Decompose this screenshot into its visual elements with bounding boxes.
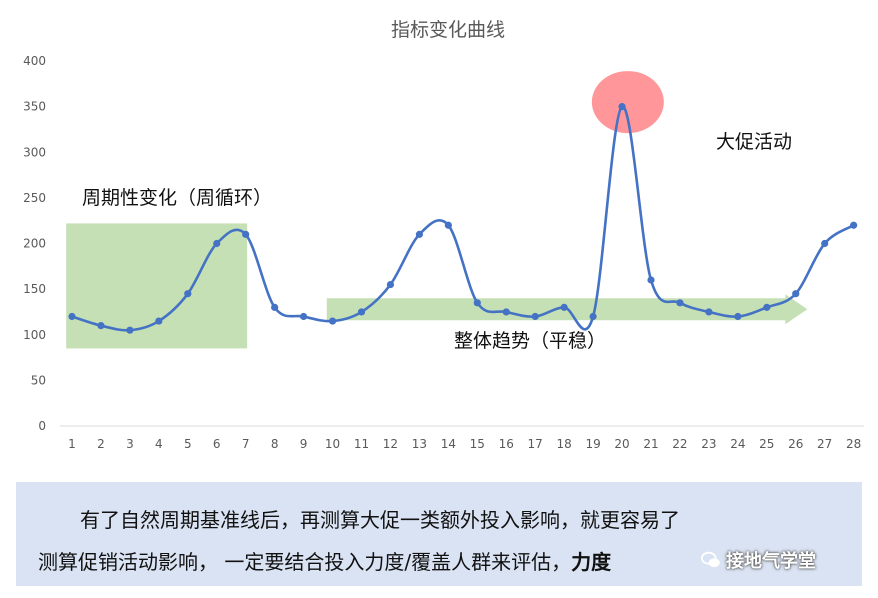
data-point xyxy=(155,317,163,325)
x-tick-label: 1 xyxy=(68,437,76,451)
data-point xyxy=(97,322,105,330)
wechat-icon xyxy=(700,551,720,568)
x-tick-label: 16 xyxy=(499,437,514,451)
x-tick-label: 27 xyxy=(817,437,832,451)
y-tick-label: 300 xyxy=(23,145,46,159)
y-tick-label: 400 xyxy=(23,54,46,68)
x-tick-label: 12 xyxy=(383,437,398,451)
data-point xyxy=(589,312,597,321)
x-tick-label: 7 xyxy=(242,437,250,451)
caption-line-2-text: 测算促销活动影响， 一定要结合投入力度/覆盖人群来评估， xyxy=(38,550,572,574)
x-tick-label: 19 xyxy=(585,437,600,451)
x-tick-label: 26 xyxy=(788,437,803,451)
x-tick-label: 2 xyxy=(97,437,105,451)
x-tick-label: 14 xyxy=(441,437,456,451)
data-point xyxy=(850,221,858,229)
data-point xyxy=(676,299,684,307)
x-tick-label: 9 xyxy=(300,437,308,451)
peak-highlight-circle xyxy=(591,71,664,134)
data-point xyxy=(68,312,76,321)
data-point xyxy=(473,299,481,307)
data-point xyxy=(126,326,134,334)
data-point xyxy=(242,230,250,238)
chart-title: 指标变化曲线 xyxy=(391,19,505,41)
data-point xyxy=(444,221,452,229)
x-tick-label: 3 xyxy=(126,437,134,451)
data-point xyxy=(357,308,366,316)
caption-box: 有了自然周期基准线后，再测算大促一类额外投入影响，就更容易了 测算促销活动影响，… xyxy=(16,482,862,586)
caption-line-1: 有了自然周期基准线后，再测算大促一类额外投入影响，就更容易了 xyxy=(80,508,680,532)
annotation-promo: 大促活动 xyxy=(716,131,792,153)
x-tick-label: 4 xyxy=(155,437,163,451)
data-point xyxy=(213,239,221,248)
x-tick-label: 8 xyxy=(271,437,279,451)
x-tick-label: 10 xyxy=(325,437,340,451)
x-tick-label: 23 xyxy=(701,437,716,451)
data-point xyxy=(502,308,510,316)
data-point xyxy=(328,317,337,325)
x-tick-label: 20 xyxy=(614,437,629,451)
data-point xyxy=(792,290,800,298)
x-tick-label: 25 xyxy=(759,437,774,451)
caption-line-2: 测算促销活动影响， 一定要结合投入力度/覆盖人群来评估，力度 xyxy=(38,546,611,575)
data-point xyxy=(415,230,423,238)
y-tick-label: 150 xyxy=(23,282,46,296)
y-tick-label: 200 xyxy=(23,237,46,251)
data-point xyxy=(763,303,771,311)
x-tick-label: 18 xyxy=(557,437,572,451)
y-tick-label: 0 xyxy=(38,419,46,433)
x-tick-label: 21 xyxy=(643,437,658,451)
annotation-cycle: 周期性变化（周循环） xyxy=(82,187,272,209)
data-point xyxy=(560,303,568,311)
data-point xyxy=(531,312,539,321)
x-tick-label: 5 xyxy=(184,437,192,451)
caption-line-2-bold: 力度 xyxy=(571,550,612,574)
data-point xyxy=(647,276,655,284)
x-tick-label: 15 xyxy=(470,437,485,451)
x-tick-label: 6 xyxy=(213,437,221,451)
y-tick-label: 350 xyxy=(23,100,46,114)
data-point xyxy=(618,103,626,111)
data-point xyxy=(271,303,279,311)
y-tick-label: 50 xyxy=(31,373,46,387)
x-tick-label: 24 xyxy=(730,437,745,451)
x-tick-label: 22 xyxy=(672,437,687,451)
x-tick-label: 11 xyxy=(354,437,369,451)
data-point xyxy=(705,308,713,316)
data-point xyxy=(184,290,192,298)
watermark: 接地气学堂 xyxy=(700,546,816,574)
x-tick-label: 17 xyxy=(528,437,543,451)
data-point xyxy=(300,312,308,321)
data-point xyxy=(386,280,395,289)
x-tick-label: 28 xyxy=(846,437,861,451)
annotation-trend: 整体趋势（平稳） xyxy=(454,330,606,352)
data-point xyxy=(734,312,742,321)
y-tick-label: 250 xyxy=(23,191,46,205)
x-tick-label: 13 xyxy=(412,437,427,451)
y-tick-label: 100 xyxy=(23,328,46,342)
data-point xyxy=(821,239,829,248)
watermark-text: 接地气学堂 xyxy=(726,551,816,572)
